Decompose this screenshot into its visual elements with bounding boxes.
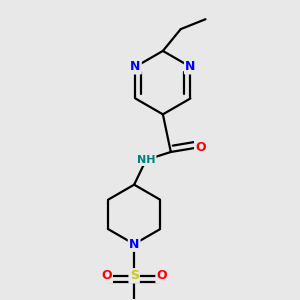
Text: O: O bbox=[195, 140, 206, 154]
Text: O: O bbox=[101, 269, 112, 282]
Text: N: N bbox=[129, 238, 139, 250]
Text: NH: NH bbox=[137, 155, 155, 165]
Text: N: N bbox=[185, 60, 196, 73]
Text: O: O bbox=[157, 269, 167, 282]
Text: S: S bbox=[130, 269, 139, 282]
Text: N: N bbox=[130, 60, 141, 73]
